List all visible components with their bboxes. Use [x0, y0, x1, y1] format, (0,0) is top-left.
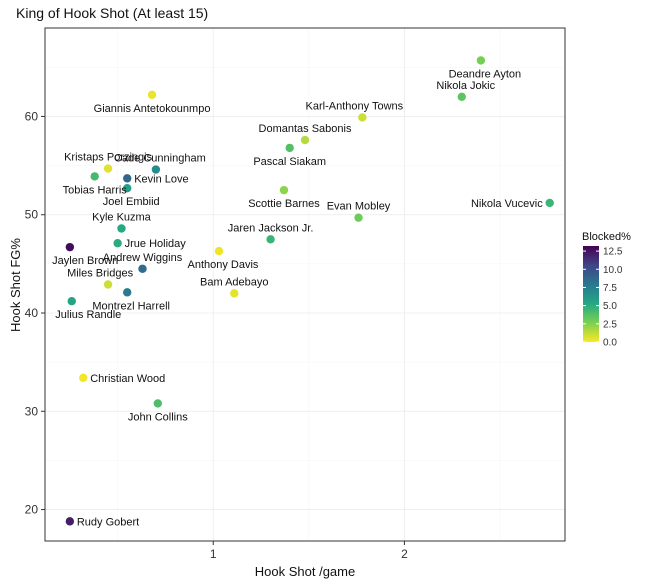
- legend-title: Blocked%: [582, 231, 631, 243]
- point-label: Karl-Anthony Towns: [306, 100, 404, 112]
- grid-lines: [45, 28, 565, 541]
- y-axis-title: Hook Shot FG%: [8, 238, 23, 332]
- data-point: [545, 198, 554, 208]
- point-label: Joel Embiid: [103, 196, 160, 208]
- point-label: Tobias Harris: [63, 184, 128, 196]
- data-point: [151, 165, 161, 174]
- data-point: [457, 92, 466, 101]
- legend-colorbar: [583, 246, 599, 342]
- data-point: [123, 288, 132, 297]
- color-legend: Blocked% 0.0 2.5 5.0 7.5 10.0 12.5: [582, 231, 631, 349]
- data-point: [214, 246, 224, 256]
- point-label: Domantas Sabonis: [259, 123, 352, 135]
- data-point: [279, 185, 289, 195]
- point-label: Montrezl Harrell: [92, 300, 170, 312]
- data-point: [117, 224, 126, 233]
- point-label: Nikola Vucevic: [471, 198, 543, 210]
- legend-tick-label: 12.5: [603, 247, 623, 258]
- point-label: Miles Bridges: [67, 268, 134, 280]
- x-axis-title: Hook Shot /game: [255, 564, 355, 579]
- point-label: Andrew Wiggins: [103, 252, 183, 264]
- point-label: John Collins: [128, 411, 188, 423]
- point-label: Evan Mobley: [327, 201, 391, 213]
- point-label: Cade Cunningham: [114, 153, 206, 165]
- data-point: [123, 183, 132, 193]
- chart-title: King of Hook Shot (At least 15): [16, 5, 208, 21]
- data-point: [79, 373, 88, 383]
- data-point: [285, 143, 294, 153]
- data-point: [123, 174, 132, 183]
- legend-tick-label: 0.0: [603, 338, 617, 349]
- point-label: Giannis Antetokounmpo: [94, 103, 211, 115]
- plot-background: [45, 28, 565, 541]
- point-label: Nikola Jokic: [436, 80, 495, 92]
- data-point: [266, 235, 275, 244]
- point-label: Pascal Siakam: [253, 156, 326, 168]
- data-point: [103, 280, 113, 289]
- point-label: Deandre Ayton: [449, 68, 522, 80]
- data-point: [113, 239, 122, 248]
- data-point: [65, 242, 75, 252]
- point-label: Christian Wood: [90, 373, 165, 385]
- data-point: [103, 164, 113, 173]
- point-label: Jrue Holiday: [125, 238, 187, 250]
- data-point: [90, 172, 99, 181]
- point-label: Jaren Jackson Jr.: [228, 222, 314, 234]
- data-point: [67, 297, 76, 306]
- point-label: Rudy Gobert: [77, 516, 139, 528]
- data-point: [358, 113, 367, 122]
- point-label: Anthony Davis: [188, 259, 259, 271]
- data-point: [138, 264, 147, 273]
- x-tick-label: 2: [401, 547, 408, 561]
- data-point: [65, 517, 75, 526]
- point-label: Jaylen Brown: [52, 255, 118, 267]
- point-label: Kevin Love: [134, 173, 188, 185]
- data-point: [147, 90, 157, 100]
- legend-tick-label: 5.0: [603, 301, 617, 312]
- y-tick-label: 20: [25, 503, 39, 517]
- data-point: [153, 399, 162, 408]
- data-point: [354, 213, 363, 222]
- data-point: [476, 56, 486, 65]
- point-label: Kristaps Porzingis: [64, 152, 153, 164]
- y-tick-label: 50: [25, 208, 39, 222]
- y-tick-label: 30: [25, 404, 39, 418]
- y-axis-ticks: 20 30 40 50 60: [25, 109, 45, 517]
- legend-tick-label: 2.5: [603, 319, 617, 330]
- data-point: [300, 135, 310, 145]
- data-point: [230, 289, 239, 298]
- plot-border: [44, 27, 566, 542]
- legend-ticks: 0.0 2.5 5.0 7.5 10.0 12.5: [583, 247, 623, 349]
- point-label: Julius Randle: [55, 309, 121, 321]
- point-label: Scottie Barnes: [248, 198, 320, 210]
- x-tick-label: 1: [210, 547, 217, 561]
- y-tick-label: 60: [25, 109, 39, 123]
- point-label: Bam Adebayo: [200, 276, 269, 288]
- legend-tick-label: 10.0: [603, 265, 623, 276]
- data-points: [65, 56, 554, 526]
- point-label: Kyle Kuzma: [92, 211, 152, 223]
- y-tick-label: 40: [25, 306, 39, 320]
- legend-tick-label: 7.5: [603, 283, 617, 294]
